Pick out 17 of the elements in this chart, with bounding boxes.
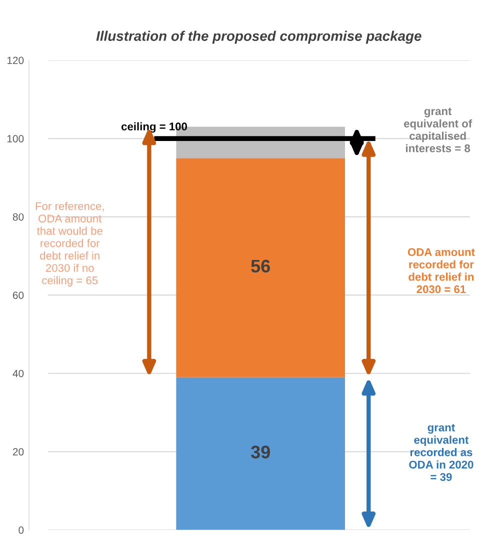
annotation: ODA amount recorded for debt relief in 2030 = 61 xyxy=(408,248,475,294)
y-tick-label: 0 xyxy=(18,526,24,534)
annotation: grant equivalent recorded as ODA in 2020 = 39 xyxy=(409,424,474,481)
y-tick-label: 120 xyxy=(7,56,24,64)
annotation: For reference, ODA amount that would be recorded for debt relief in 2030 if no ceiling = 65 xyxy=(36,202,104,286)
chart-title: Illustration of the proposed compromise package xyxy=(96,30,422,44)
y-tick-label: 40 xyxy=(12,370,24,378)
data-label: 56 xyxy=(251,260,270,273)
bar xyxy=(176,158,345,378)
y-tick-label: 20 xyxy=(12,448,24,456)
annotation: grant equivalent of capitalised interests = 8 xyxy=(404,108,472,152)
y-tick-label: 60 xyxy=(12,292,24,299)
ref-line-label: ceiling = 100 xyxy=(121,122,187,133)
y-tick-label: 100 xyxy=(7,135,24,142)
y-tick-label: 80 xyxy=(12,213,24,221)
bar xyxy=(176,377,345,530)
data-label: 39 xyxy=(250,446,270,458)
